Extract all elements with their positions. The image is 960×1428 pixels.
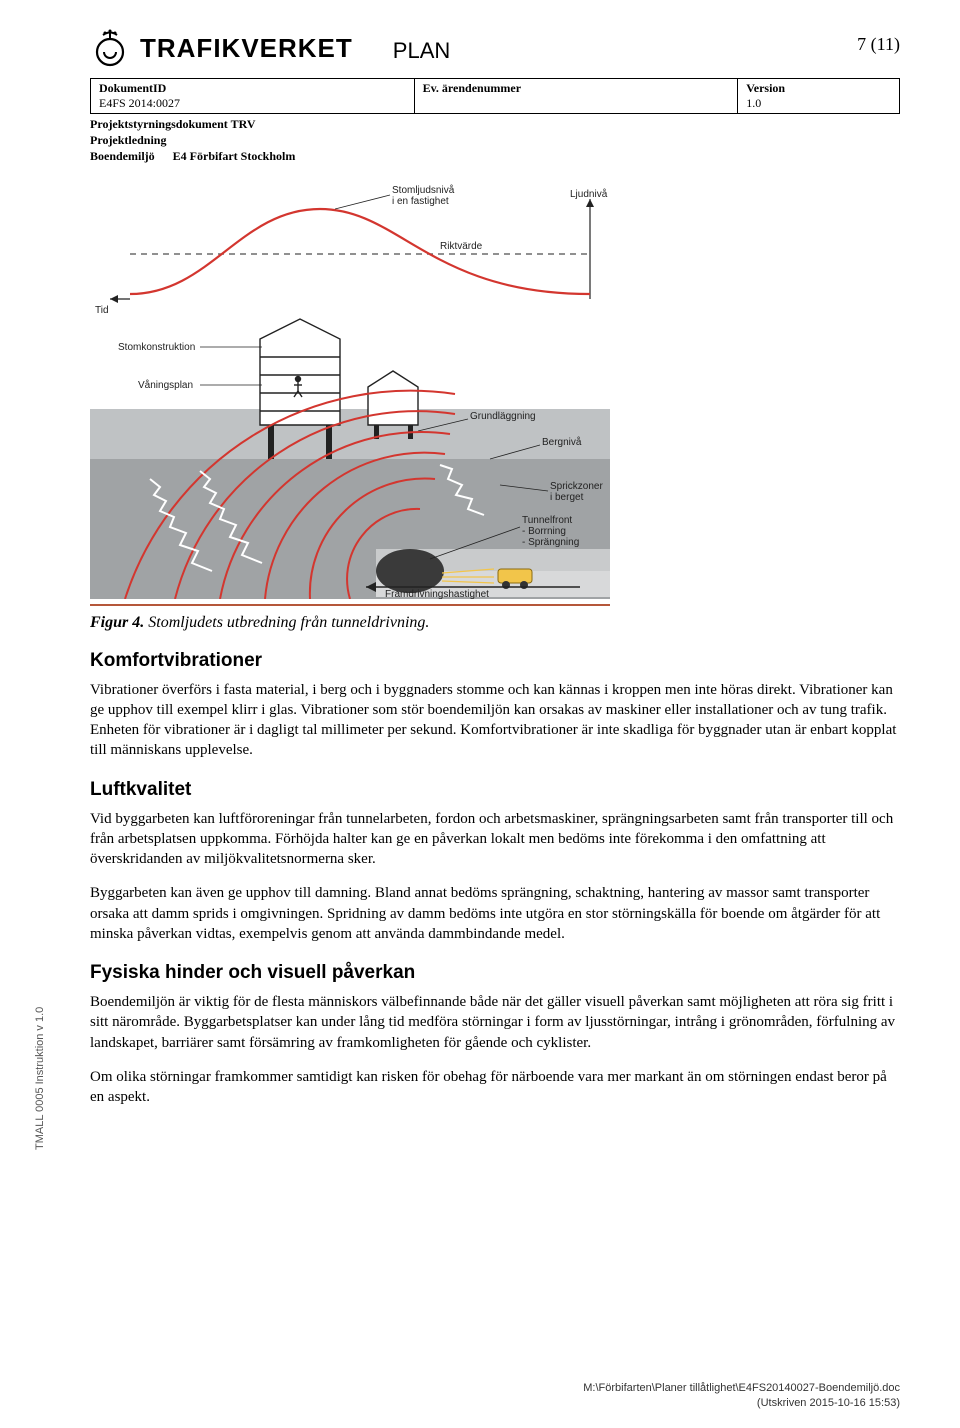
- section-fysiska-title: Fysiska hinder och visuell påverkan: [90, 962, 900, 984]
- logo-block: TRAFIKVERKET PLAN: [90, 28, 450, 68]
- meta-col2-label: Ev. ärendenummer: [423, 81, 730, 96]
- meta-line3: Boendemiljö E4 Förbifart Stockholm: [90, 148, 900, 164]
- footer-path: M:\Förbifarten\Planer tillåtlighet\E4FS2…: [583, 1381, 900, 1395]
- meta-col3-label: Version: [746, 81, 891, 96]
- meta-col1-label: DokumentID: [99, 81, 406, 96]
- tid-label: Tid: [95, 305, 109, 316]
- cross-section: Stomkonstruktion Våningsplan Grundläggni…: [90, 319, 610, 599]
- org-name: TRAFIKVERKET: [140, 33, 353, 64]
- framdrivning-label: Framdrivningshastighet: [385, 589, 489, 599]
- page-number: 7 (11): [857, 34, 900, 55]
- sound-curve-group: Tid Ljudnivå Riktvärde Stomljudsnivå i e…: [95, 184, 608, 316]
- riktvarde-label: Riktvärde: [440, 241, 483, 252]
- page-footer: M:\Förbifarten\Planer tillåtlighet\E4FS2…: [583, 1381, 900, 1410]
- template-id-label: TMALL 0005 Instruktion v 1.0: [34, 1007, 46, 1150]
- doc-type: PLAN: [393, 38, 450, 64]
- bergniva-label: Bergnivå: [542, 436, 582, 448]
- ljudniva-label: Ljudnivå: [570, 188, 608, 200]
- vaningsplan-label: Våningsplan: [138, 379, 193, 391]
- meta-col3-value: 1.0: [746, 96, 891, 111]
- meta-col1-value: E4FS 2014:0027: [99, 96, 406, 111]
- section-komfort-title: Komfortvibrationer: [90, 650, 900, 672]
- section-fysiska-p1: Boendemiljön är viktig för de flesta män…: [90, 992, 900, 1053]
- stomljud-label: Stomljudsnivå i en fastighet: [392, 184, 457, 207]
- section-fysiska-p2: Om olika störningar framkommer samtidigt…: [90, 1067, 900, 1108]
- section-komfort-p1: Vibrationer överförs i fasta material, i…: [90, 680, 900, 761]
- section-luft-p2: Byggarbeten kan även ge upphov till damn…: [90, 883, 900, 944]
- figure-caption-text: Stomljudets utbredning från tunneldrivni…: [148, 614, 429, 631]
- figure-caption: Figur 4. Stomljudets utbredning från tun…: [90, 614, 900, 632]
- figure-number: Figur 4.: [90, 614, 144, 631]
- meta-sub: Projektstyrningsdokument TRV Projektledn…: [90, 116, 900, 165]
- diagram-svg: Tid Ljudnivå Riktvärde Stomljudsnivå i e…: [90, 179, 610, 599]
- sound-curve: [130, 209, 590, 294]
- stomkonstruktion-label: Stomkonstruktion: [118, 342, 195, 353]
- grundlaggning-label: Grundläggning: [470, 411, 536, 422]
- section-luft-p1: Vid byggarbeten kan luftföroreningar frå…: [90, 809, 900, 870]
- section-luft-title: Luftkvalitet: [90, 779, 900, 801]
- meta-line2: Projektledning: [90, 132, 900, 148]
- building-large: [260, 319, 340, 425]
- page-header: TRAFIKVERKET PLAN 7 (11): [90, 28, 900, 68]
- footer-printed: (Utskriven 2015-10-16 15:53): [583, 1396, 900, 1410]
- diagram-figure: Tid Ljudnivå Riktvärde Stomljudsnivå i e…: [90, 179, 610, 606]
- trafikverket-logo-icon: [90, 28, 130, 68]
- building-small: [368, 371, 418, 425]
- meta-table: DokumentID E4FS 2014:0027 Ev. ärendenumm…: [90, 78, 900, 114]
- meta-line1: Projektstyrningsdokument TRV: [90, 116, 900, 132]
